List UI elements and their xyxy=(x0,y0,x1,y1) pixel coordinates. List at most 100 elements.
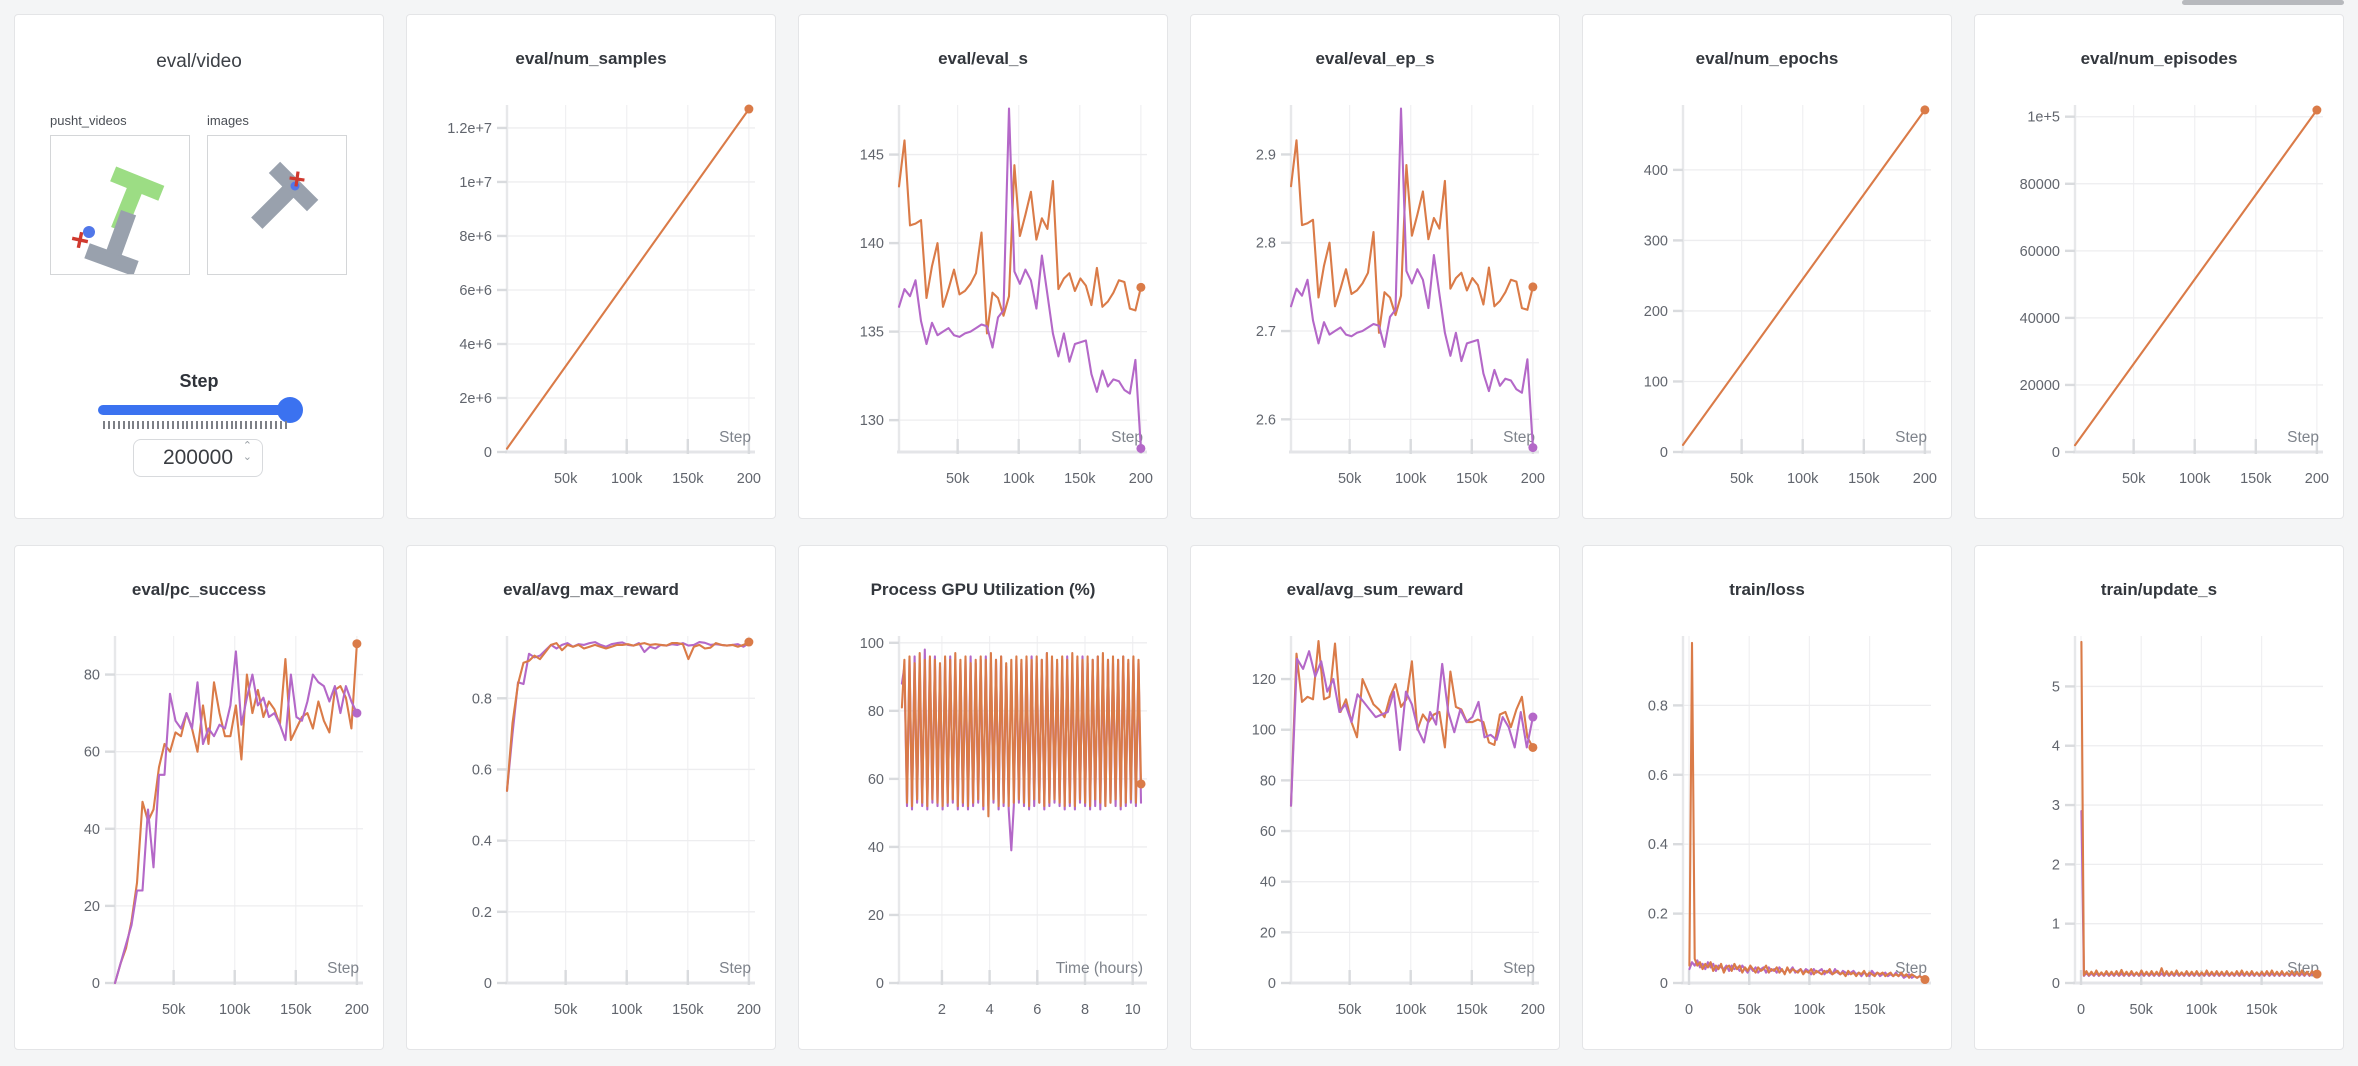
panel-eval-avg-sum-reward[interactable]: eval/avg_sum_reward 0 20 40 60 80 100 120 50k 10… xyxy=(1190,545,1560,1050)
y-tick-label: 1e+7 xyxy=(459,175,492,191)
chevron-down-icon[interactable]: ⌄ xyxy=(242,451,252,463)
y-tick-label: 2.6 xyxy=(1256,412,1276,428)
line-chart[interactable]: 0 20 40 60 80 50k 100k 150k 200 Step xyxy=(15,606,383,1048)
line-chart[interactable]: 0 0.2 0.4 0.6 0.8 0 50k 100k 150k Step xyxy=(1583,606,1951,1048)
media-thumbnail-images[interactable] xyxy=(207,135,347,275)
series-orange xyxy=(113,642,358,985)
y-tick-label: 0.6 xyxy=(1648,768,1668,784)
chart-title: eval/num_samples xyxy=(515,49,667,68)
line-chart[interactable]: 0 20 40 60 80 100 2 4 6 8 10 Time (hours) xyxy=(799,606,1167,1048)
y-tick-label: 2e+6 xyxy=(459,391,492,407)
chart-title: eval/avg_max_reward xyxy=(503,580,679,599)
series-purple xyxy=(1688,959,1927,980)
panel-gpu-utilization[interactable]: Process GPU Utilization (%) 0 20 40 60 80 100… xyxy=(798,545,1168,1050)
x-tick-label: 150k xyxy=(1456,1002,1488,1018)
x-tick-label: 50k xyxy=(1730,471,1754,487)
x-axis-label: Step xyxy=(719,960,751,977)
x-tick-label: 200 xyxy=(1521,471,1545,487)
chart-title: Process GPU Utilization (%) xyxy=(870,580,1096,599)
y-tick-label: 0.4 xyxy=(1648,837,1668,853)
x-tick-label: 150k xyxy=(1456,471,1488,487)
x-tick-label: 2 xyxy=(938,1002,946,1018)
x-tick-label: 200 xyxy=(737,471,761,487)
panel-eval-num-episodes[interactable]: eval/num_episodes 0 20000 40000 60000 80000 1… xyxy=(1974,14,2344,519)
panel-eval-eval-s[interactable]: eval/eval_s 130 135 140 145 50k 100k 150k 200 St… xyxy=(798,14,1168,519)
line-chart[interactable]: 0 20000 40000 60000 80000 1e+5 50k 100k 150k 200 S… xyxy=(1975,75,2343,517)
panel-eval-eval-ep-s[interactable]: eval/eval_ep_s 2.6 2.7 2.8 2.9 50k 100k 150k 20… xyxy=(1190,14,1560,519)
media-label-images: images xyxy=(207,113,249,128)
series-end-dot-orange xyxy=(1920,105,1930,115)
y-tick-label: 4 xyxy=(2052,739,2060,755)
y-tick-label: 0.6 xyxy=(472,762,492,778)
x-axis-label: Step xyxy=(1111,429,1143,446)
y-tick-label: 100 xyxy=(1252,723,1276,739)
x-tick-label: 50k xyxy=(1738,1002,1762,1018)
x-axis-label: Step xyxy=(1503,960,1535,977)
x-tick-label: 150k xyxy=(672,1002,704,1018)
x-tick-label: 50k xyxy=(1338,1002,1362,1018)
series-orange xyxy=(505,641,750,792)
series-purple xyxy=(1289,107,1534,449)
y-tick-label: 8e+6 xyxy=(459,229,492,245)
line-chart[interactable]: 0 20 40 60 80 100 120 50k 100k 150k 200 Step xyxy=(1191,606,1559,1048)
y-tick-label: 60 xyxy=(84,745,100,761)
line-chart[interactable]: 130 135 140 145 50k 100k 150k 200 Step xyxy=(799,75,1167,517)
panel-eval-video[interactable]: eval/video pusht_videos images xyxy=(14,14,384,519)
media-thumbnail-pusht-videos[interactable] xyxy=(50,135,190,277)
agent-dot xyxy=(83,226,95,238)
x-tick-label: 150k xyxy=(672,471,704,487)
series-end-dot-orange xyxy=(1528,282,1538,292)
panel-eval-pc-success[interactable]: eval/pc_success 0 20 40 60 80 50k 100k 150k 200 S… xyxy=(14,545,384,1050)
x-tick-label: 150k xyxy=(1064,471,1096,487)
y-tick-label: 60000 xyxy=(2020,244,2060,260)
line-chart[interactable]: 2.6 2.7 2.8 2.9 50k 100k 150k 200 Step xyxy=(1191,75,1559,517)
step-slider-thumb[interactable] xyxy=(277,397,303,423)
x-tick-label: 100k xyxy=(1395,1002,1427,1018)
series-orange xyxy=(1681,108,1926,446)
panel-eval-avg-max-reward[interactable]: eval/avg_max_reward 0 0.2 0.4 0.6 0.8 50k 100k… xyxy=(406,545,776,1050)
line-chart[interactable]: 0 2e+6 4e+6 6e+6 8e+6 1e+7 1.2e+7 50k 100k 150k 20… xyxy=(407,75,775,517)
x-tick-label: 8 xyxy=(1081,1002,1089,1018)
x-tick-label: 100k xyxy=(611,1002,643,1018)
step-value-input[interactable]: 200000 ⌃ ⌄ xyxy=(133,439,263,477)
series-purple xyxy=(505,641,750,792)
series-purple xyxy=(1289,650,1534,807)
y-tick-label: 6e+6 xyxy=(459,283,492,299)
series-orange xyxy=(897,139,1142,335)
y-tick-label: 0.2 xyxy=(1648,907,1668,923)
chart-title: train/loss xyxy=(1729,580,1805,599)
y-tick-label: 300 xyxy=(1644,233,1668,249)
x-tick-label: 100k xyxy=(1787,471,1819,487)
chart-title: eval/avg_sum_reward xyxy=(1286,580,1464,599)
panel-eval-num-samples[interactable]: eval/num_samples 0 2e+6 4e+6 6e+6 8e+6 1e+7 1.… xyxy=(406,14,776,519)
stepper-arrows[interactable]: ⌃ ⌄ xyxy=(243,441,252,463)
series-end-dot-orange xyxy=(1136,282,1146,292)
panel-eval-num-epochs[interactable]: eval/num_epochs 0 100 200 300 400 50k 100k 150k… xyxy=(1582,14,1952,519)
y-tick-label: 5 xyxy=(2052,679,2060,695)
x-tick-label: 50k xyxy=(162,1002,186,1018)
panel-title: eval/video xyxy=(156,51,242,72)
x-tick-label: 100k xyxy=(1395,471,1427,487)
y-tick-label: 100 xyxy=(1644,374,1668,390)
series-end-dot-orange xyxy=(1136,779,1146,789)
y-tick-label: 140 xyxy=(860,236,884,252)
series-orange xyxy=(2073,108,2318,447)
line-chart[interactable]: 0 0.2 0.4 0.6 0.8 50k 100k 150k 200 Step xyxy=(407,606,775,1048)
x-tick-label: 200 xyxy=(1521,1002,1545,1018)
series-orange xyxy=(1289,139,1534,334)
horizontal-scrollbar[interactable] xyxy=(2182,0,2344,5)
x-tick-label: 100k xyxy=(2179,471,2211,487)
series-purple xyxy=(113,650,358,985)
x-tick-label: 200 xyxy=(737,1002,761,1018)
panel-train-update-s[interactable]: train/update_s 0 1 2 3 4 5 0 50k 100k 150k Step xyxy=(1974,545,2344,1050)
panel-train-loss[interactable]: train/loss 0 0.2 0.4 0.6 0.8 0 50k 100k 150k Step xyxy=(1582,545,1952,1050)
y-tick-label: 200 xyxy=(1644,304,1668,320)
series-orange xyxy=(1289,640,1534,807)
step-slider-track[interactable] xyxy=(98,405,302,415)
chevron-up-icon[interactable]: ⌃ xyxy=(242,440,252,452)
y-tick-label: 0.8 xyxy=(472,691,492,707)
x-axis-label: Time (hours) xyxy=(1056,960,1143,977)
line-chart[interactable]: 0 100 200 300 400 50k 100k 150k 200 Step xyxy=(1583,75,1951,517)
